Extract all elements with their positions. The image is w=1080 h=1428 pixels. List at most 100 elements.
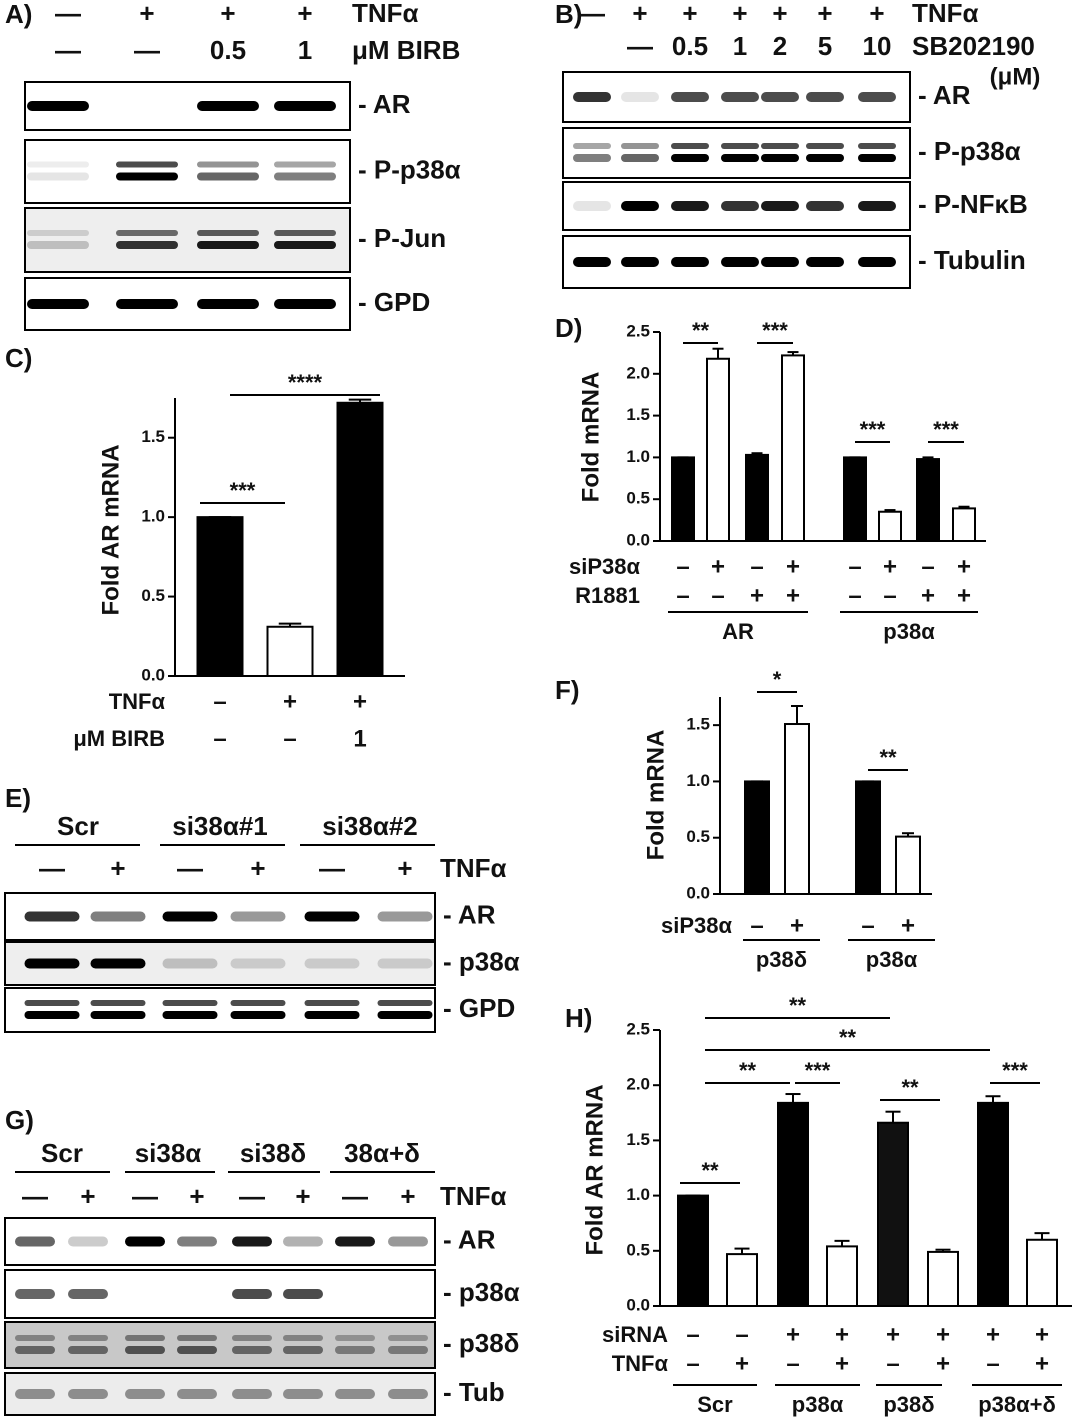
blot-box (4, 1372, 436, 1416)
lane-condition: — (22, 1181, 48, 1211)
y-tick-label: 0.5 (141, 586, 165, 605)
band (806, 143, 844, 149)
band (274, 230, 336, 236)
y-tick-label: 1.5 (626, 1130, 650, 1149)
band (27, 241, 89, 249)
band (15, 1236, 55, 1247)
band (162, 1011, 218, 1019)
band (116, 161, 178, 168)
band (162, 911, 218, 922)
condition-value: + (790, 912, 804, 939)
unit-label: (μM) (990, 63, 1041, 90)
group-label: p38α+δ (978, 1392, 1056, 1417)
condition-value: – (848, 582, 861, 609)
band (177, 1236, 217, 1247)
significance-label: *** (805, 1058, 831, 1083)
band (388, 1236, 428, 1247)
band (806, 201, 844, 211)
condition-value: + (986, 1321, 1000, 1348)
band (721, 143, 759, 149)
band (671, 201, 709, 211)
bar (1026, 1238, 1058, 1308)
condition-value: + (936, 1350, 950, 1377)
y-tick-label: 2.5 (626, 321, 650, 340)
group-label: p38δ (756, 947, 807, 972)
band (27, 101, 89, 111)
bar (744, 780, 770, 896)
bar (826, 1245, 858, 1308)
group-label: si38α#1 (172, 811, 268, 841)
lane-condition: + (869, 0, 884, 28)
band (573, 92, 611, 102)
condition-value: – (921, 553, 934, 580)
significance-label: *** (230, 478, 256, 503)
condition-value: + (750, 582, 764, 609)
band (283, 1335, 323, 1341)
band (377, 1000, 433, 1006)
condition-value: + (936, 1321, 950, 1348)
band (621, 92, 659, 102)
lane-condition: + (817, 0, 832, 28)
bar (855, 780, 881, 896)
condition-value: + (735, 1350, 749, 1377)
lane-condition: + (220, 0, 235, 28)
condition-value: 1 (353, 725, 366, 752)
band (274, 172, 336, 181)
band (24, 911, 80, 922)
condition-value: + (886, 1321, 900, 1348)
group-label: Scr (697, 1392, 733, 1417)
band (68, 1289, 108, 1299)
y-axis-label: Fold mRNA (577, 372, 604, 503)
bar (726, 1253, 758, 1308)
panel-label: D) (555, 313, 582, 343)
lane-condition: — (239, 1181, 265, 1211)
y-tick-label: 1.0 (626, 1185, 650, 1204)
significance-label: ** (901, 1075, 919, 1100)
y-tick-label: 0.5 (626, 489, 650, 508)
band (162, 1000, 218, 1006)
band (232, 1335, 272, 1341)
group-label: 38α+δ (344, 1138, 420, 1168)
band (24, 958, 80, 969)
row-label: TNFα (912, 0, 979, 28)
condition-label: siP38α (569, 554, 640, 579)
y-axis-label: Fold AR mRNA (97, 444, 124, 615)
band (671, 257, 709, 267)
band (125, 1335, 165, 1341)
lane-condition: — (579, 0, 605, 28)
y-tick-label: 0.0 (141, 665, 165, 684)
band (197, 241, 259, 249)
y-tick-label: 1.5 (686, 715, 710, 734)
y-tick-label: 2.0 (626, 1075, 650, 1094)
y-tick-label: 1.5 (141, 427, 165, 446)
condition-value: + (1035, 1350, 1049, 1377)
lane-condition: + (139, 0, 154, 28)
band (721, 257, 759, 267)
band (232, 1346, 272, 1354)
condition-value: – (735, 1321, 748, 1348)
band (116, 299, 178, 309)
band (116, 230, 178, 236)
bar (895, 835, 921, 895)
blot-label: - GPD (443, 993, 515, 1023)
condition-value: – (986, 1350, 999, 1377)
band (283, 1289, 323, 1299)
band (90, 958, 146, 969)
band (125, 1346, 165, 1354)
lane-condition: + (295, 1181, 310, 1211)
row-label: μM BIRB (352, 35, 460, 65)
group-label: p38α (792, 1392, 844, 1417)
bar (671, 456, 695, 542)
condition-value: + (901, 912, 915, 939)
condition-value: – (786, 1350, 799, 1377)
band (806, 257, 844, 267)
lane-condition: + (80, 1181, 95, 1211)
band (283, 1346, 323, 1354)
band (24, 1011, 80, 1019)
blot-label: - p38α (443, 946, 520, 976)
band (806, 92, 844, 102)
bar (927, 1250, 959, 1308)
y-tick-label: 1.0 (141, 507, 165, 526)
condition-value: + (835, 1321, 849, 1348)
lane-condition: — (134, 35, 160, 65)
